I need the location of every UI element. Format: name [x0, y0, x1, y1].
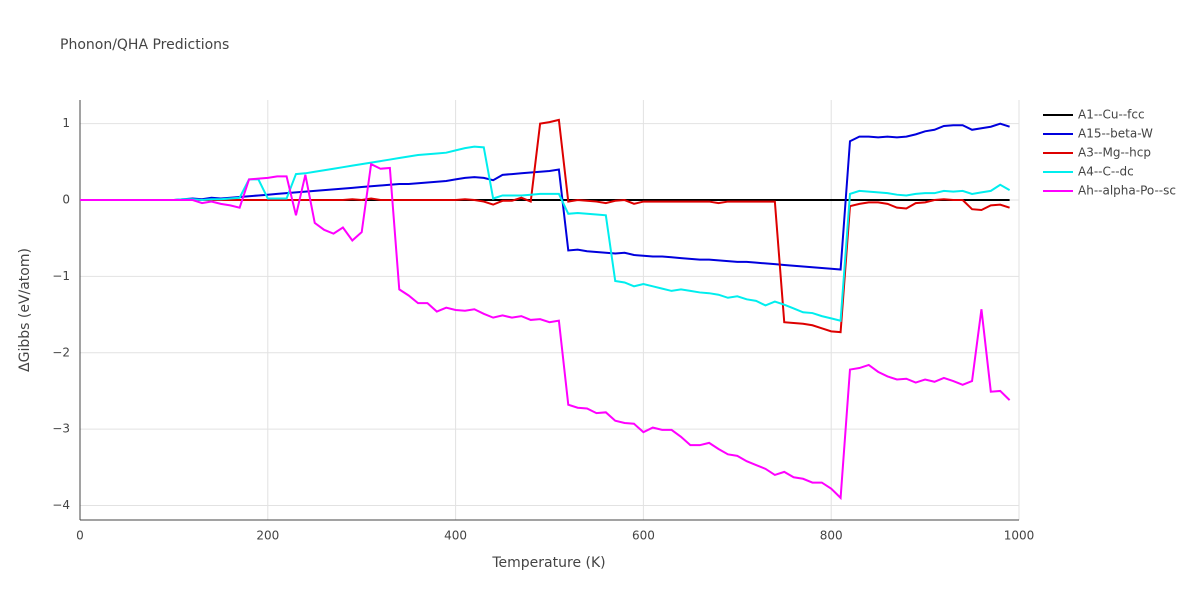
x-tick-label: 0 [76, 529, 84, 543]
x-tick-label: 800 [820, 529, 843, 543]
y-tick-label: 1 [62, 116, 70, 130]
legend-label: A4--C--dc [1078, 165, 1134, 179]
y-tick-label: −4 [52, 498, 70, 512]
legend-label: Ah--alpha-Po--sc [1078, 184, 1176, 198]
legend-label: A3--Mg--hcp [1078, 146, 1151, 160]
series-line [80, 118, 1010, 334]
chart-title: Phonon/QHA Predictions [60, 37, 229, 53]
series-line [80, 145, 1011, 322]
x-tick-label: 1000 [1004, 529, 1035, 543]
x-tick-label: 200 [256, 529, 279, 543]
x-tick-label: 600 [632, 529, 655, 543]
y-tick-label: −3 [52, 422, 70, 436]
legend-label: A1--Cu--fcc [1078, 108, 1145, 122]
x-tick-label: 400 [444, 529, 467, 543]
x-axis-title: Temperature (K) [491, 555, 605, 571]
legend-label: A15--beta-W [1078, 127, 1153, 141]
y-axis-title: ΔGibbs (eV/atom) [17, 248, 33, 372]
series-line [80, 122, 1010, 271]
y-tick-label: −1 [52, 269, 70, 283]
series-line [80, 162, 1011, 501]
y-tick-label: −2 [52, 345, 70, 359]
y-tick-label: 0 [62, 193, 70, 207]
